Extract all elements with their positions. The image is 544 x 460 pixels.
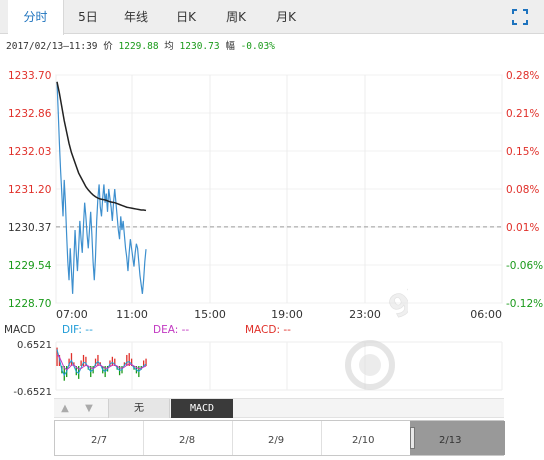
- current-price: 1229.88: [118, 41, 159, 52]
- tab-weekly-k[interactable]: 周K: [226, 10, 246, 24]
- macd-value-label: MACD: --: [245, 324, 291, 336]
- macd-histogram-bar: [130, 358, 133, 366]
- time-x-tick-label: 11:00: [116, 308, 148, 318]
- percent-y-tick-label: -0.12%: [506, 298, 543, 310]
- macd-histogram-bar: [68, 358, 70, 366]
- change-percent: -0.03%: [240, 41, 275, 52]
- navigator-date: 2/7: [91, 435, 108, 446]
- navigator-drag-handle[interactable]: [410, 427, 415, 449]
- macd-histogram-bar: [128, 353, 130, 366]
- indicator-selector-bar: ▲ ▼ 无 MACD: [54, 398, 504, 418]
- macd-histogram-bar: [85, 356, 87, 366]
- tab-yearly[interactable]: 年线: [123, 10, 148, 24]
- price-y-tick-label: 1232.03: [8, 146, 51, 158]
- macd-indicator-chart: MACD DIF: -- DEA: -- MACD: -- 0.6521 -0.…: [4, 324, 503, 396]
- macd-dea-line: [56, 354, 147, 371]
- avg-label: 均: [164, 41, 174, 52]
- navigator-divider: [232, 421, 233, 455]
- macd-dea-label: DEA: --: [153, 324, 189, 336]
- macd-histogram-bar: [109, 360, 111, 366]
- navigator-date: 2/10: [352, 435, 375, 446]
- macd-histogram-bar: [111, 356, 114, 366]
- time-x-tick-label: 23:00: [349, 308, 381, 318]
- macd-histogram-bar: [142, 360, 145, 366]
- navigator-date: 2/9: [268, 435, 285, 446]
- macd-histogram-bar: [123, 362, 126, 366]
- macd-dif-label: DIF: --: [62, 324, 93, 336]
- tab-5-day[interactable]: 5日: [78, 10, 98, 24]
- navigator-date: 2/8: [179, 435, 196, 446]
- price-line: [56, 81, 147, 294]
- change-label: 幅: [225, 41, 235, 52]
- fullscreen-icon[interactable]: [512, 9, 528, 25]
- macd-histogram-bar: [82, 354, 85, 366]
- macd-histogram-bar: [97, 354, 99, 366]
- time-x-tick-label: 06:00: [470, 308, 502, 318]
- macd-histogram-bar: [63, 366, 65, 381]
- macd-histogram-bar: [94, 358, 97, 366]
- time-x-axis: 07:00 11:00 15:00 19:00 23:00 06:00: [56, 308, 502, 318]
- macd-histogram-bar: [114, 358, 116, 366]
- tab-intraday[interactable]: 分时: [8, 0, 64, 35]
- percent-y-axis-right: 0.28% 0.21% 0.15% 0.08% 0.01% -0.06% -0.12%: [506, 70, 543, 310]
- macd-histogram-bar: [73, 362, 75, 366]
- quote-datetime: 2017/02/13—11:39: [6, 41, 98, 52]
- price-y-tick-label: 1230.37: [8, 222, 51, 234]
- indicator-tab-none[interactable]: 无: [108, 399, 170, 418]
- macd-histogram-bar: [80, 360, 82, 366]
- navigator-date: 2/13: [439, 435, 462, 446]
- quote-info-line: 2017/02/13—11:39 价 1229.88 均 1230.73 幅 -…: [6, 38, 275, 52]
- period-tab-bar: 分时 5日 年线 日K 周K 月K: [0, 0, 544, 35]
- percent-y-tick-label: -0.06%: [506, 260, 543, 272]
- price-y-axis-left: 1233.70 1232.86 1232.03 1231.20 1230.37 1229.…: [8, 70, 52, 310]
- percent-y-tick-label: 0.01%: [506, 222, 539, 234]
- navigator-selected-range[interactable]: [410, 421, 505, 455]
- percent-y-tick-label: 0.28%: [506, 70, 539, 82]
- intraday-price-chart[interactable]: 1233.70 1232.86 1232.03 1231.20 1230.37 1229.…: [0, 60, 544, 318]
- percent-y-tick-label: 0.21%: [506, 108, 539, 120]
- macd-grid: [55, 341, 503, 391]
- navigator-divider: [321, 421, 322, 455]
- time-x-tick-label: 15:00: [194, 308, 226, 318]
- macd-histogram-bar: [126, 354, 128, 366]
- macd-y-top: 0.6521: [17, 340, 52, 351]
- indicator-tab-macd[interactable]: MACD: [171, 399, 233, 418]
- percent-y-tick-label: 0.15%: [506, 146, 539, 158]
- tab-monthly-k[interactable]: 月K: [276, 10, 296, 24]
- price-y-tick-label: 1229.54: [8, 260, 52, 272]
- macd-histogram-bar: [145, 358, 147, 366]
- macd-dif-line: [56, 349, 147, 377]
- navigator-divider: [143, 421, 144, 455]
- price-y-tick-label: 1232.86: [8, 108, 52, 120]
- time-x-tick-label: 19:00: [271, 308, 303, 318]
- price-y-tick-label: 1228.70: [8, 298, 51, 310]
- indicator-next-arrow-icon[interactable]: ▼: [85, 403, 93, 414]
- price-series: [56, 81, 147, 294]
- average-price: 1230.73: [179, 41, 220, 52]
- time-x-tick-label: 07:00: [56, 308, 88, 318]
- indicator-prev-arrow-icon[interactable]: ▲: [61, 403, 69, 414]
- price-grid: [55, 74, 503, 304]
- date-range-navigator[interactable]: 2/7 2/8 2/9 2/10 2/13: [54, 420, 505, 456]
- price-y-tick-label: 1231.20: [8, 184, 51, 196]
- average-price-line: [56, 81, 147, 212]
- macd-histogram-bar: [56, 347, 58, 366]
- tab-daily-k[interactable]: 日K: [176, 10, 196, 24]
- percent-y-tick-label: 0.08%: [506, 184, 539, 196]
- price-label: 价: [103, 41, 113, 52]
- macd-y-bottom: -0.6521: [13, 387, 52, 396]
- price-y-tick-label: 1233.70: [8, 70, 51, 82]
- macd-title: MACD: [4, 324, 35, 336]
- macd-series: [56, 347, 147, 381]
